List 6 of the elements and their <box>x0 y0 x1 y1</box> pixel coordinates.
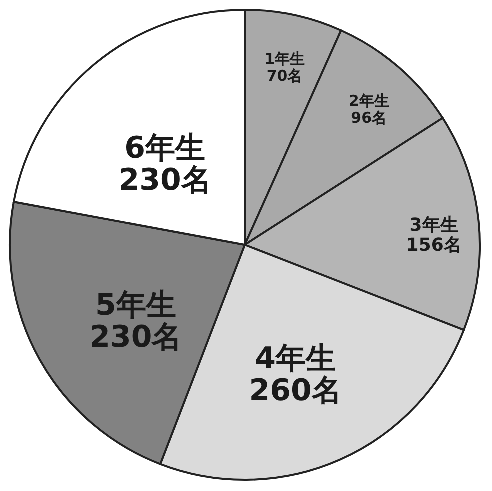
slice-label: 3年生 <box>410 215 458 236</box>
data-label: 70名 <box>266 67 303 86</box>
data-label: 156名 <box>406 235 462 256</box>
slice-label: 2年生 <box>348 92 390 110</box>
slice-label: 1年生 <box>264 50 306 68</box>
data-label: 96名 <box>351 109 388 128</box>
